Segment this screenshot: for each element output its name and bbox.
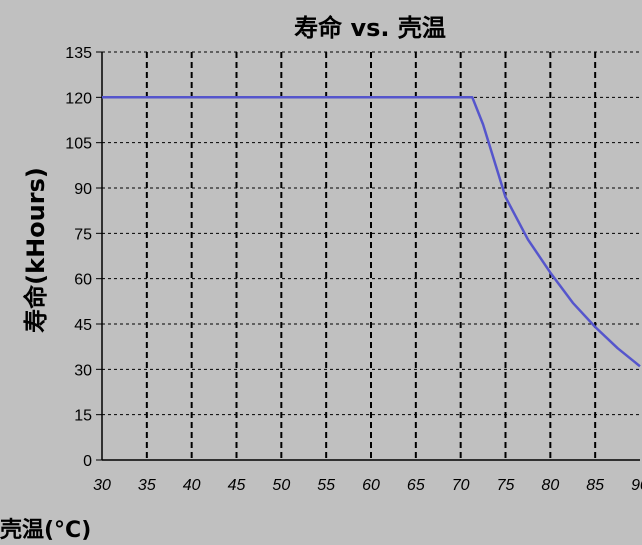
y-tick-label: 15 (74, 408, 92, 425)
x-tick-label: 70 (452, 477, 470, 494)
x-axis-label: 壳温(°C) (0, 518, 91, 543)
x-tick-label: 30 (93, 477, 111, 494)
y-tick-label: 90 (74, 181, 92, 198)
x-tick-label: 55 (317, 477, 335, 494)
x-tick-label: 60 (362, 477, 380, 494)
x-tick-label: 80 (541, 477, 559, 494)
x-tick-label: 85 (586, 477, 604, 494)
y-tick-label: 105 (65, 136, 92, 153)
x-tick-label: 75 (497, 477, 515, 494)
y-tick-label: 120 (65, 90, 92, 107)
x-tick-label: 90 (631, 477, 642, 494)
y-tick-label: 0 (83, 453, 92, 470)
chart-title: 寿命 vs. 壳温 (294, 14, 446, 42)
y-tick-label: 30 (74, 362, 92, 379)
y-tick-label: 45 (74, 317, 92, 334)
y-tick-label: 135 (65, 45, 92, 62)
x-tick-label: 65 (407, 477, 425, 494)
y-axis-label: 寿命(kHours) (22, 167, 50, 333)
x-tick-label: 45 (228, 477, 246, 494)
x-tick-label: 35 (138, 477, 156, 494)
x-tick-label: 40 (183, 477, 201, 494)
y-tick-label: 75 (74, 226, 92, 243)
x-tick-label: 50 (272, 477, 290, 494)
y-tick-label: 60 (74, 272, 92, 289)
